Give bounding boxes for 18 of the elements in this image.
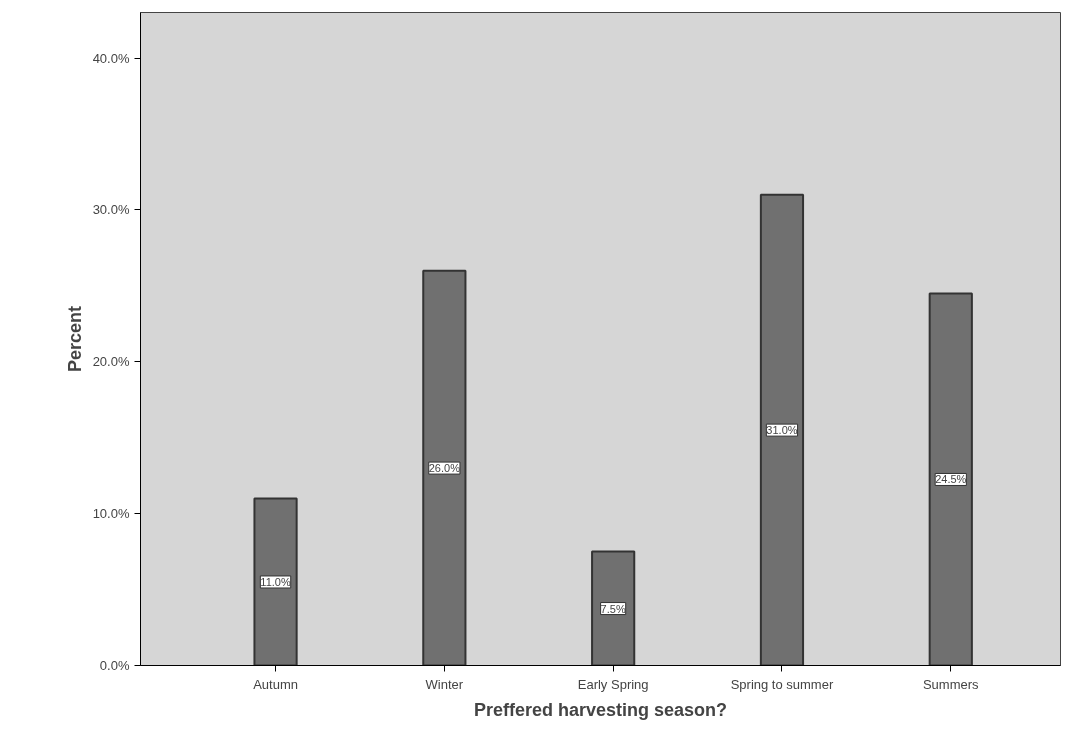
y-tick-label: 20.0% (92, 354, 130, 370)
x-tick-label: Summers (922, 676, 980, 692)
x-tick-label: Autumn (253, 676, 298, 692)
y-tick-label: 30.0% (92, 202, 130, 218)
y-tick-label: 0.0% (99, 658, 130, 673)
x-tick-label: Early Spring (577, 676, 649, 692)
bar (422, 269, 467, 666)
bar (759, 193, 805, 666)
x-tick-label: Winter (425, 676, 464, 692)
bar (591, 550, 636, 666)
data-label: 31.0% (766, 424, 798, 437)
x-axis-title: Preffered harvesting season? (473, 699, 728, 720)
bar (253, 497, 298, 666)
bar (928, 292, 973, 666)
y-axis-title: Percent (64, 305, 85, 373)
y-tick-label: 40.0% (92, 50, 130, 66)
x-tick-label: Spring to summer (730, 676, 834, 692)
y-tick-label: 10.0% (92, 506, 130, 522)
